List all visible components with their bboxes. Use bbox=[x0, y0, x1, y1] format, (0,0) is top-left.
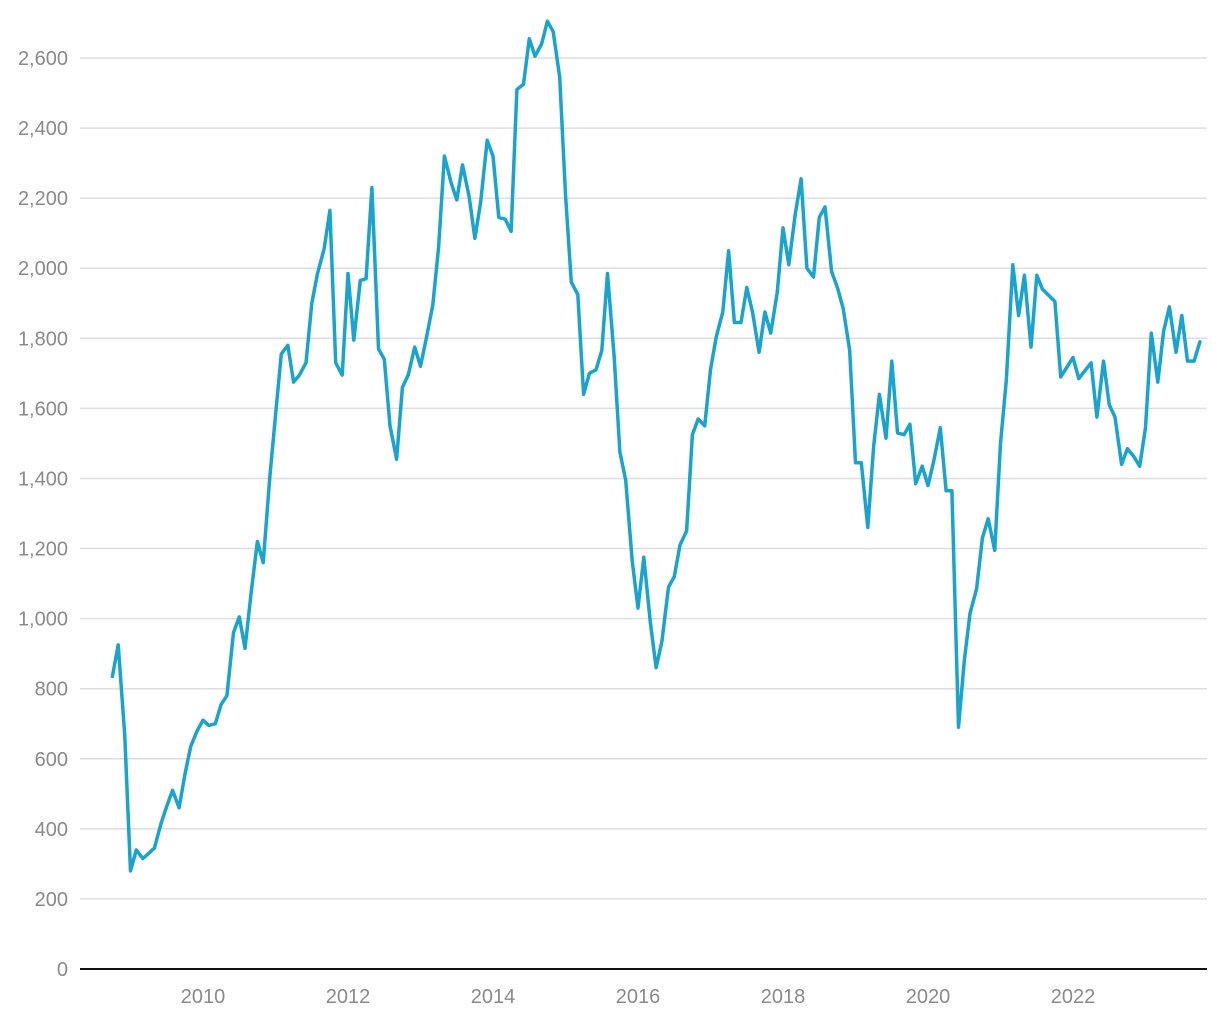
y-tick-label: 800 bbox=[35, 679, 68, 701]
y-tick-label: 2,600 bbox=[18, 48, 68, 70]
y-tick-label: 600 bbox=[35, 749, 68, 771]
y-axis-tick-labels: 0 200 400 600 800 1,000 1,200 1,400 1,600 1,800 2,… bbox=[18, 48, 68, 981]
x-tick-label: 2018 bbox=[761, 986, 806, 1008]
y-tick-label: 1,200 bbox=[18, 539, 68, 561]
y-tick-label: 0 bbox=[57, 959, 68, 981]
y-tick-label: 200 bbox=[35, 889, 68, 911]
series-group bbox=[110, 19, 1202, 873]
x-tick-label: 2016 bbox=[616, 986, 661, 1008]
x-tick-label: 2014 bbox=[471, 986, 516, 1008]
y-tick-label: 1,000 bbox=[18, 609, 68, 631]
x-tick-label: 2020 bbox=[906, 986, 951, 1008]
y-tick-label: 400 bbox=[35, 819, 68, 841]
y-tick-label: 1,400 bbox=[18, 468, 68, 490]
x-tick-label: 2010 bbox=[181, 986, 226, 1008]
x-tick-label: 2022 bbox=[1051, 986, 1096, 1008]
x-tick-label: 2012 bbox=[326, 986, 371, 1008]
series-line-0 bbox=[110, 19, 1202, 873]
y-tick-label: 2,000 bbox=[18, 258, 68, 280]
y-tick-label: 2,200 bbox=[18, 188, 68, 210]
gridlines bbox=[80, 57, 1207, 900]
x-axis-tick-labels: 2010 2012 2014 2016 2018 2020 2022 bbox=[181, 986, 1096, 1008]
y-tick-label: 1,800 bbox=[18, 328, 68, 350]
y-tick-label: 1,600 bbox=[18, 398, 68, 420]
y-tick-label: 2,400 bbox=[18, 118, 68, 140]
